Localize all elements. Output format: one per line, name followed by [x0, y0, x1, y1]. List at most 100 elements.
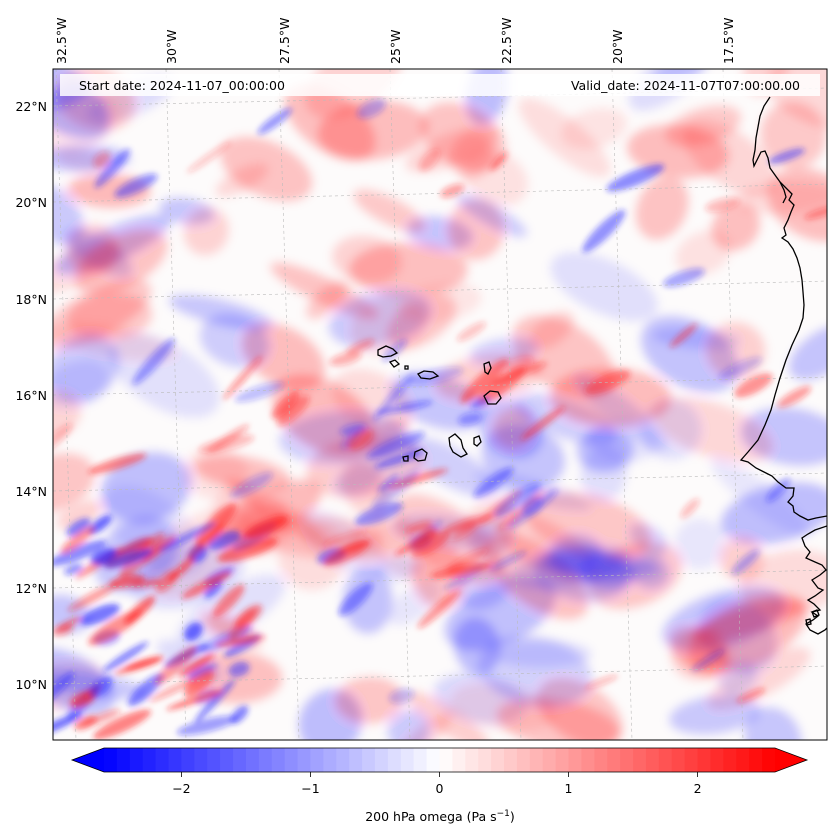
omega-streak — [606, 164, 665, 192]
colorbar-tick-label: −1 — [301, 781, 319, 796]
omega-streak — [109, 574, 146, 589]
omega-streak — [195, 502, 237, 546]
omega-streak — [93, 709, 151, 740]
omega-streak — [234, 381, 285, 403]
omega-streak — [338, 582, 373, 616]
colorbar-cell — [258, 748, 273, 772]
omega-anomaly — [67, 224, 119, 274]
omega-streak — [441, 514, 492, 534]
colorbar-cell — [658, 748, 673, 772]
colorbar-cell — [736, 748, 750, 772]
colorbar-ticks: −2 −1 0 1 2 — [172, 772, 702, 796]
omega-streak — [230, 705, 249, 724]
omega-anomaly — [343, 567, 393, 634]
omega-streak — [94, 149, 131, 188]
start-date-label: Start date: 2024-11-07_00:00:00 — [79, 78, 285, 93]
colorbar-cell — [155, 748, 170, 772]
lat-tick: 16°N — [15, 388, 47, 403]
omega-anomaly — [720, 482, 827, 545]
omega-streak — [276, 395, 310, 426]
omega-anomaly — [403, 437, 499, 497]
omega-streak — [93, 151, 112, 169]
island-santiago — [448, 433, 468, 458]
omega-streak — [734, 373, 773, 398]
africa-coastline — [739, 96, 827, 521]
omega-streak — [458, 412, 482, 426]
colorbar-label: 200 hPa omega (Pa s−1) — [365, 809, 515, 824]
omega-anomaly — [635, 176, 689, 240]
omega-streak — [149, 677, 198, 702]
colorbar-cell — [233, 748, 247, 772]
omega-anomaly — [349, 242, 468, 297]
colorbar-cell — [116, 748, 131, 772]
colorbar-cell — [207, 748, 221, 772]
omega-anomaly — [456, 194, 528, 237]
omega-anomaly — [669, 695, 761, 735]
meridian-line — [278, 69, 300, 740]
omega-streak — [53, 672, 75, 708]
colorbar-cell — [581, 748, 595, 772]
omega-streak — [490, 362, 548, 385]
meridian-line — [611, 69, 633, 740]
omega-streak — [356, 99, 386, 119]
omega-streak — [766, 478, 791, 503]
omega-streak — [406, 521, 434, 533]
meridian-line — [500, 69, 522, 740]
omega-streak — [804, 205, 827, 220]
omega-streak — [234, 604, 262, 629]
omega-anomaly — [529, 311, 574, 349]
omega-streak — [74, 715, 97, 730]
colorbar-cell — [645, 748, 660, 772]
omega-anomaly — [561, 108, 627, 150]
omega-anomaly — [176, 574, 286, 648]
omega-streak — [395, 529, 441, 556]
omega-anomaly — [744, 707, 802, 740]
omega-anomaly — [760, 101, 827, 169]
lat-tick: 18°N — [15, 292, 47, 307]
omega-streak — [207, 424, 250, 454]
island-sao-vicente — [388, 359, 401, 368]
omega-anomaly — [56, 500, 103, 530]
meridian-line — [55, 69, 77, 740]
meridian-line — [389, 69, 411, 740]
omega-streak — [377, 474, 399, 493]
island-santa-luzia — [404, 365, 409, 370]
parallel-line — [53, 87, 827, 107]
omega-anomaly — [675, 230, 732, 276]
omega-anomaly — [53, 334, 120, 403]
omega-streak — [102, 641, 149, 672]
colorbar-cell — [465, 748, 479, 772]
colorbar-outline — [70, 747, 809, 773]
lat-tick: 20°N — [15, 195, 47, 210]
omega-streak — [187, 663, 217, 679]
omega-streak — [64, 563, 84, 575]
omega-streak — [584, 675, 619, 690]
omega-streak — [582, 209, 626, 253]
omega-anomaly — [335, 677, 404, 724]
omega-anomaly — [220, 136, 313, 201]
omega-anomaly — [53, 186, 85, 247]
omega-streak — [128, 673, 164, 707]
colorbar-cell — [568, 748, 583, 772]
omega-streak — [158, 522, 216, 552]
omega-streak — [417, 589, 460, 629]
omega-streak — [366, 431, 426, 459]
colorbar-cell — [439, 748, 454, 772]
lon-tick: 27.5°W — [277, 18, 292, 64]
omega-streak — [407, 366, 464, 386]
colorbar-cell — [387, 748, 402, 772]
colorbar-cell — [245, 748, 260, 772]
omega-streak — [257, 108, 292, 135]
lon-tick: 30°W — [164, 29, 179, 64]
omega-streak — [705, 197, 740, 213]
omega-streak — [88, 610, 142, 646]
omega-anomaly — [640, 399, 702, 461]
longitude-ticks: 32.5°W 30°W 27.5°W 25°W 22.5°W 20°W 17.5… — [54, 18, 736, 64]
colorbar-cell — [104, 748, 118, 772]
latitude-ticks: 22°N 20°N 18°N 16°N 14°N 12°N 10°N — [15, 99, 47, 692]
colorbar-tick-label: 2 — [694, 781, 702, 796]
omega-streak — [88, 453, 147, 474]
lon-tick: 25°W — [388, 29, 403, 64]
omega-anomaly — [101, 452, 192, 523]
